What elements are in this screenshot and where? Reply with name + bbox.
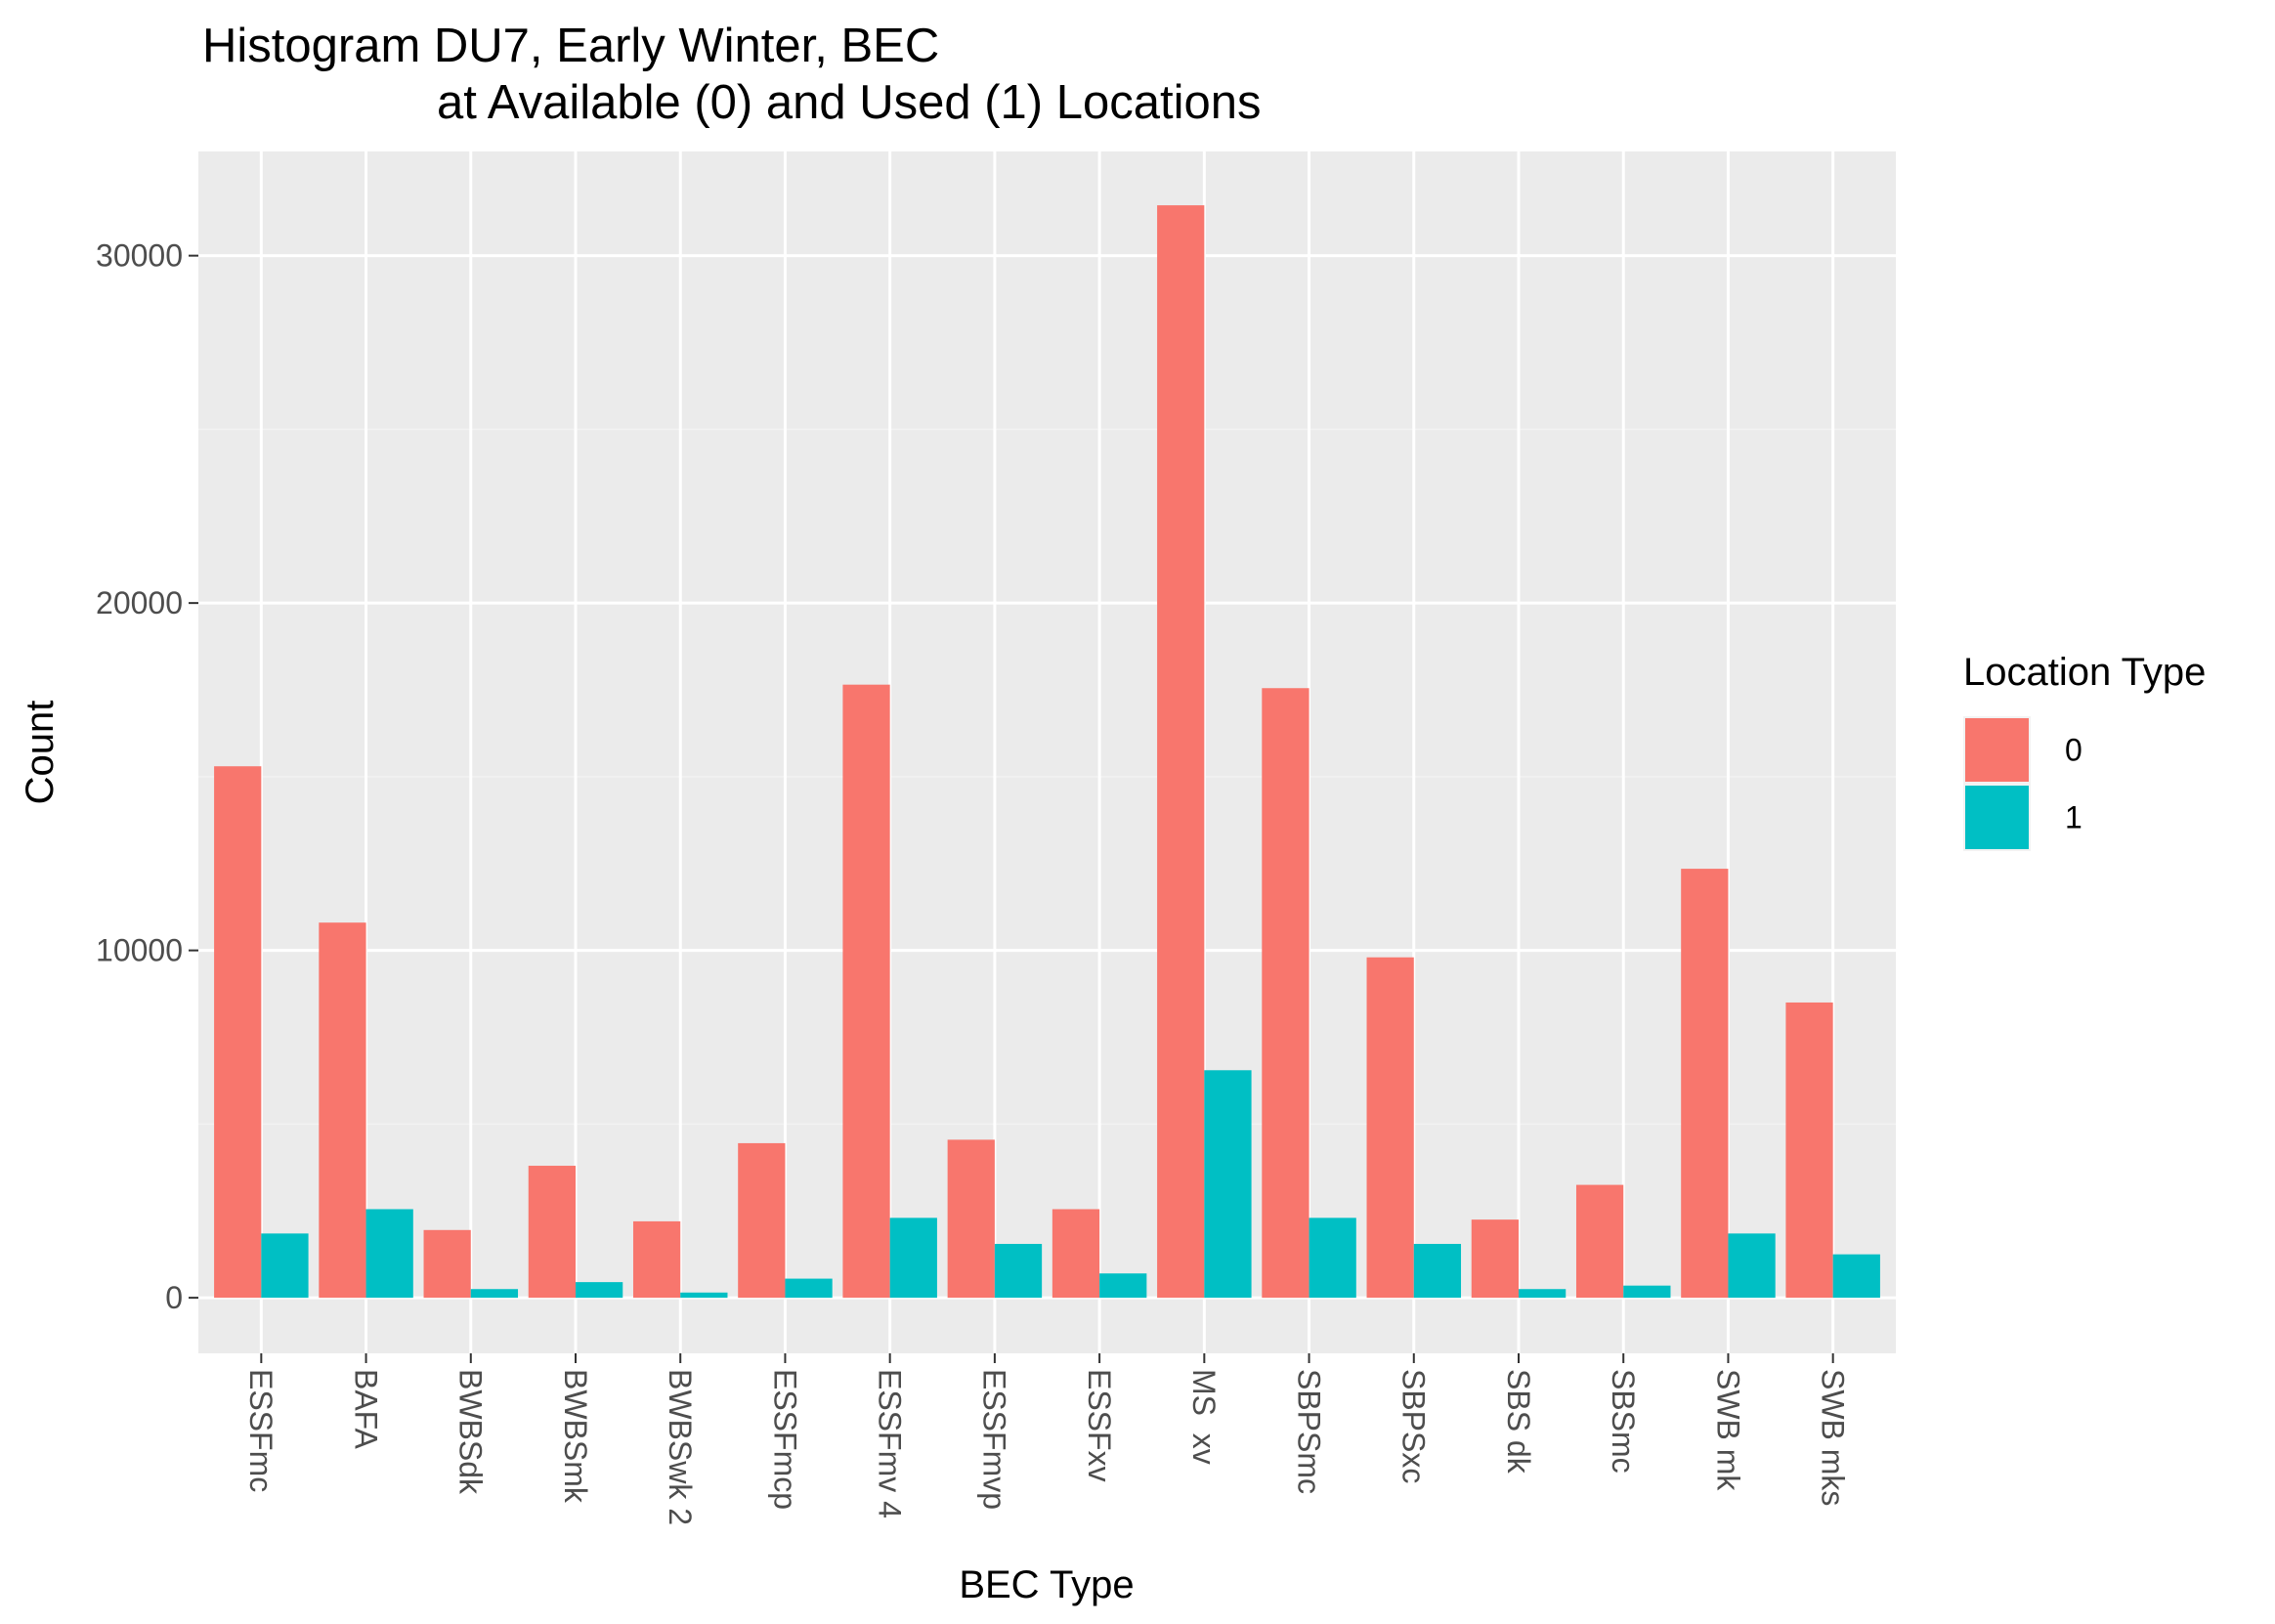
- bar-sbsmc-series-0: [1575, 1184, 1624, 1299]
- bar-essfmvp-series-0: [947, 1139, 995, 1299]
- legend-key-0: [1965, 718, 2029, 782]
- bar-essfmv-4-series-0: [842, 684, 890, 1299]
- bar-bwbsdk-series-0: [423, 1229, 471, 1299]
- bar-bafa-series-1: [365, 1209, 413, 1299]
- bar-essfmv-4-series-1: [889, 1218, 937, 1299]
- bar-ms-xv-series-1: [1204, 1070, 1252, 1299]
- y-tick-label: 0: [165, 1280, 183, 1315]
- x-tick-label: BWBSmk: [558, 1369, 593, 1504]
- y-axis-title: Count: [19, 701, 62, 805]
- bar-bafa-series-0: [319, 922, 366, 1299]
- bar-swb-mk-series-1: [1728, 1233, 1776, 1299]
- x-axis-title: BEC Type: [959, 1563, 1134, 1606]
- grid-minor: [198, 428, 1896, 1126]
- bar-essfxv-series-1: [1099, 1273, 1147, 1299]
- x-tick-label: SBSmc: [1606, 1369, 1641, 1474]
- legend: Location Type 0 1: [1963, 651, 2206, 851]
- plot-panel: [198, 151, 1896, 1353]
- x-tick-label: ESSFxv: [1082, 1369, 1117, 1482]
- x-tick-label: SBPSmc: [1291, 1369, 1326, 1494]
- bar-bwbsmk-series-0: [528, 1166, 576, 1299]
- legend-label-0: 0: [2065, 733, 2082, 768]
- bar-sbs-dk-series-1: [1519, 1289, 1567, 1299]
- x-tick-label: BWBSwk 2: [663, 1369, 698, 1525]
- bar-essfmcp-series-1: [785, 1278, 833, 1299]
- y-axis: 0 10000 20000 30000: [96, 238, 198, 1315]
- bar-sbpsxc-series-0: [1366, 957, 1414, 1299]
- bar-sbsmc-series-1: [1623, 1285, 1671, 1299]
- x-tick-label: BWBSdk: [453, 1369, 489, 1495]
- bar-essfmc-series-1: [261, 1233, 309, 1299]
- x-tick-label: ESSFmcp: [767, 1369, 802, 1510]
- x-tick-label: ESSFmc: [243, 1369, 279, 1492]
- bar-essfxv-series-0: [1052, 1209, 1100, 1299]
- legend-label-1: 1: [2065, 800, 2082, 835]
- bar-swb-mks-series-1: [1832, 1254, 1880, 1299]
- y-tick-label: 30000: [96, 238, 183, 274]
- x-tick-label: SWB mk: [1710, 1369, 1745, 1491]
- x-tick-label: BAFA: [348, 1369, 383, 1449]
- bar-sbpsxc-series-1: [1413, 1244, 1462, 1299]
- legend-key-1: [1965, 786, 2029, 849]
- bar-sbpsmc-series-1: [1309, 1218, 1356, 1299]
- bar-essfmc-series-0: [214, 766, 262, 1299]
- x-tick-label: ESSFmvp: [977, 1369, 1012, 1510]
- bar-bwbswk-2-series-1: [680, 1292, 728, 1299]
- chart-title-line2: at Available (0) and Used (1) Locations: [437, 76, 1261, 129]
- bar-bwbswk-2-series-0: [632, 1220, 681, 1299]
- bar-bwbsmk-series-1: [576, 1282, 623, 1299]
- x-tick-label: SBPSxc: [1396, 1369, 1432, 1483]
- bar-sbs-dk-series-0: [1471, 1219, 1519, 1299]
- x-axis: ESSFmc BAFA BWBSdk BWBSmk BWBSwk 2 ESSFmcp ESS…: [243, 1353, 1850, 1525]
- x-tick-label: SBS dk: [1501, 1369, 1536, 1474]
- chart-title-line1: Histogram DU7, Early Winter, BEC: [202, 20, 939, 72]
- x-tick-label: SWB mks: [1815, 1369, 1850, 1506]
- bar-swb-mk-series-0: [1681, 869, 1729, 1299]
- bar-essfmvp-series-1: [994, 1244, 1043, 1299]
- y-tick-label: 10000: [96, 933, 183, 968]
- x-tick-label: MS xv: [1186, 1369, 1222, 1465]
- y-tick-label: 20000: [96, 585, 183, 620]
- bar-ms-xv-series-0: [1157, 205, 1205, 1299]
- bar-swb-mks-series-0: [1785, 1002, 1833, 1299]
- x-tick-label: ESSFmv 4: [872, 1369, 907, 1518]
- bar-bwbsdk-series-1: [470, 1289, 519, 1299]
- bar-sbpsmc-series-0: [1262, 688, 1309, 1299]
- legend-title: Location Type: [1963, 651, 2206, 694]
- bars: [214, 205, 1880, 1299]
- bar-essfmcp-series-0: [738, 1142, 786, 1299]
